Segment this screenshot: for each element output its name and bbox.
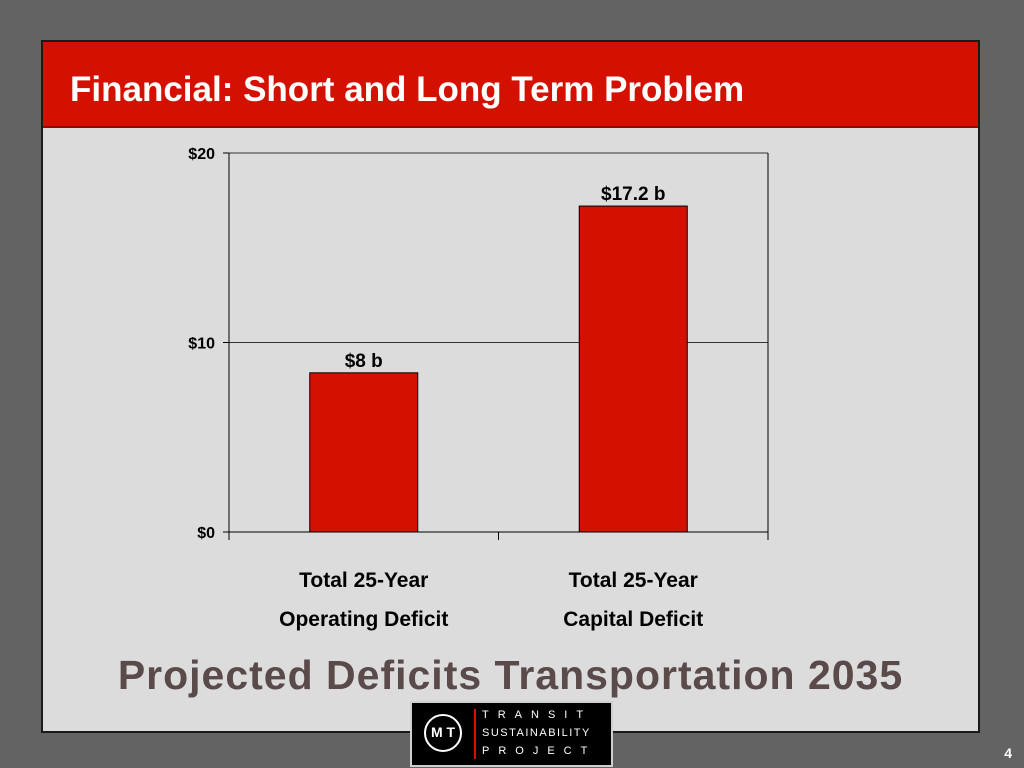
x-category-label: Total 25-Year [299,569,428,592]
logo-line-transit: TRANSIT [482,709,593,721]
y-tick-label: $10 [188,336,215,353]
logo-divider [474,709,476,759]
logo-line-sustainability: SUSTAINABILITY [482,727,591,739]
title-bar: Financial: Short and Long Term Problem [43,42,978,128]
data-label: $8 b [345,351,383,372]
slide-subtitle: Projected Deficits Transportation 2035 [117,652,904,698]
transit-sustainability-logo: M T TRANSIT SUSTAINABILITY PROJECT [410,701,613,767]
page-number: 4 [1004,745,1012,761]
logo-circle-icon: M T [424,714,462,752]
y-tick-label: $0 [197,525,215,542]
logo-line-project: PROJECT [482,745,597,757]
logo-mark: M T [430,724,456,740]
slide-title: Financial: Short and Long Term Problem [70,70,745,109]
x-category-label: Total 25-Year [569,569,698,592]
content-panel: Financial: Short and Long Term Problem P… [41,40,980,733]
y-tick-label: $20 [188,146,215,163]
x-category-label: Operating Deficit [279,608,448,631]
bar [578,205,688,533]
bar [309,372,419,533]
x-category-label: Capital Deficit [563,608,703,631]
data-label: $17.2 b [601,184,665,205]
